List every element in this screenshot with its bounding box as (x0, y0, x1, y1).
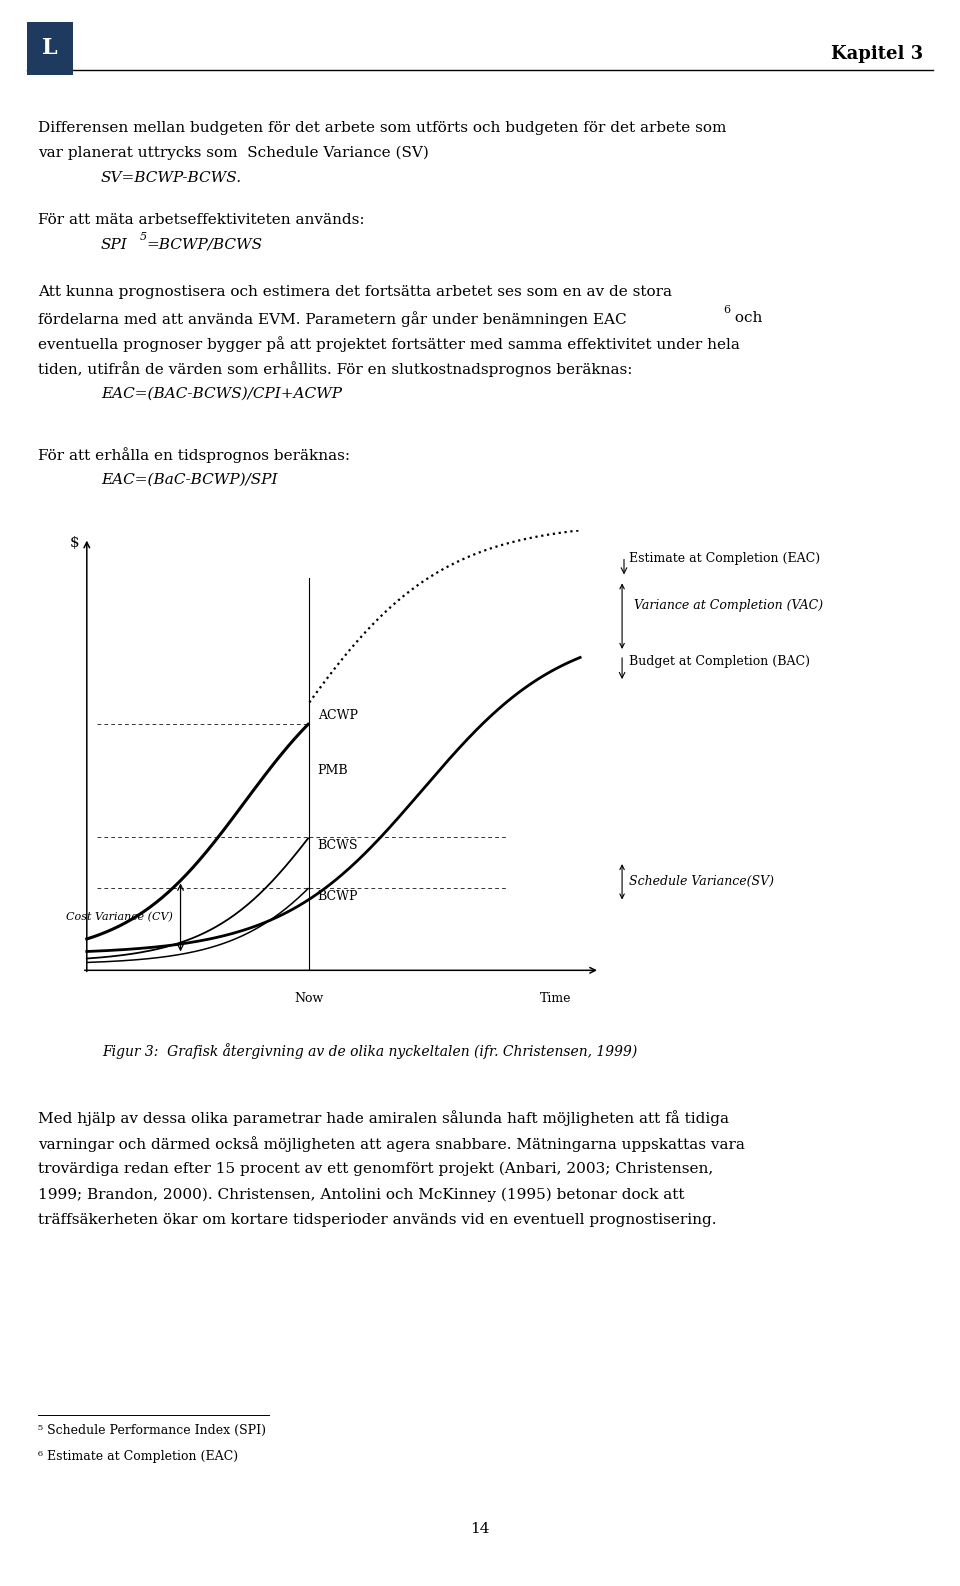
Text: SPI: SPI (101, 238, 128, 252)
Text: Med hjälp av dessa olika parametrar hade amiralen sålunda haft möjligheten att f: Med hjälp av dessa olika parametrar hade… (38, 1110, 730, 1126)
Text: 5: 5 (140, 232, 147, 241)
Text: Time: Time (540, 993, 571, 1006)
Text: Figur 3:  Grafisk återgivning av de olika nyckeltalen (ifr. Christensen, 1999): Figur 3: Grafisk återgivning av de olika… (102, 1044, 637, 1059)
Text: Budget at Completion (BAC): Budget at Completion (BAC) (629, 655, 810, 668)
Text: eventuella prognoser bygger på att projektet fortsätter med samma effektivitet u: eventuella prognoser bygger på att proje… (38, 336, 740, 352)
Text: 14: 14 (470, 1523, 490, 1535)
Text: ⁶ Estimate at Completion (EAC): ⁶ Estimate at Completion (EAC) (38, 1450, 238, 1462)
Text: varningar och därmed också möjligheten att agera snabbare. Mätningarna uppskatta: varningar och därmed också möjligheten a… (38, 1136, 745, 1151)
Text: $: $ (70, 536, 80, 550)
Text: BCWP: BCWP (318, 890, 358, 902)
Text: L: L (42, 38, 58, 59)
Text: SV=BCWP-BCWS.: SV=BCWP-BCWS. (101, 171, 242, 186)
Text: tiden, utifrån de värden som erhållits. För en slutkostnadsprognos beräknas:: tiden, utifrån de värden som erhållits. … (38, 362, 633, 377)
Text: Kapitel 3: Kapitel 3 (831, 44, 924, 63)
Text: Estimate at Completion (EAC): Estimate at Completion (EAC) (629, 552, 820, 565)
Text: EAC=(BAC-BCWS)/CPI+ACWP: EAC=(BAC-BCWS)/CPI+ACWP (101, 387, 342, 401)
Text: ⁵ Schedule Performance Index (SPI): ⁵ Schedule Performance Index (SPI) (38, 1424, 266, 1437)
FancyBboxPatch shape (27, 22, 73, 75)
Text: Cost Variance (CV): Cost Variance (CV) (66, 912, 173, 923)
Text: 6: 6 (723, 305, 730, 314)
Text: =BCWP/BCWS: =BCWP/BCWS (147, 238, 263, 252)
Text: För att erhålla en tidsprognos beräknas:: För att erhålla en tidsprognos beräknas: (38, 447, 350, 463)
Text: Differensen mellan budgeten för det arbete som utförts och budgeten för det arbe: Differensen mellan budgeten för det arbe… (38, 121, 727, 135)
Text: träffsäkerheten ökar om kortare tidsperioder används vid en eventuell prognostis: träffsäkerheten ökar om kortare tidsperi… (38, 1213, 717, 1228)
Text: 1999; Brandon, 2000). Christensen, Antolini och McKinney (1995) betonar dock att: 1999; Brandon, 2000). Christensen, Antol… (38, 1188, 684, 1202)
Text: EAC=(BaC-BCWP)/SPI: EAC=(BaC-BCWP)/SPI (101, 473, 277, 487)
Text: trovärdiga redan efter 15 procent av ett genomfört projekt (Anbari, 2003; Christ: trovärdiga redan efter 15 procent av ett… (38, 1161, 713, 1175)
Text: PMB: PMB (318, 763, 348, 777)
Text: BCWS: BCWS (318, 839, 358, 852)
Text: ACWP: ACWP (318, 709, 358, 722)
Text: Now: Now (294, 993, 324, 1006)
Text: och: och (730, 311, 762, 325)
Text: Att kunna prognostisera och estimera det fortsätta arbetet ses som en av de stor: Att kunna prognostisera och estimera det… (38, 285, 672, 300)
Text: För att mäta arbetseffektiviteten används:: För att mäta arbetseffektiviteten använd… (38, 213, 365, 227)
Text: Variance at Completion (VAC): Variance at Completion (VAC) (634, 600, 823, 612)
Text: fördelarna med att använda EVM. Parametern går under benämningen EAC: fördelarna med att använda EVM. Paramete… (38, 311, 627, 327)
Text: var planerat uttrycks som  Schedule Variance (SV): var planerat uttrycks som Schedule Varia… (38, 146, 429, 160)
Text: Schedule Variance(SV): Schedule Variance(SV) (629, 875, 774, 888)
